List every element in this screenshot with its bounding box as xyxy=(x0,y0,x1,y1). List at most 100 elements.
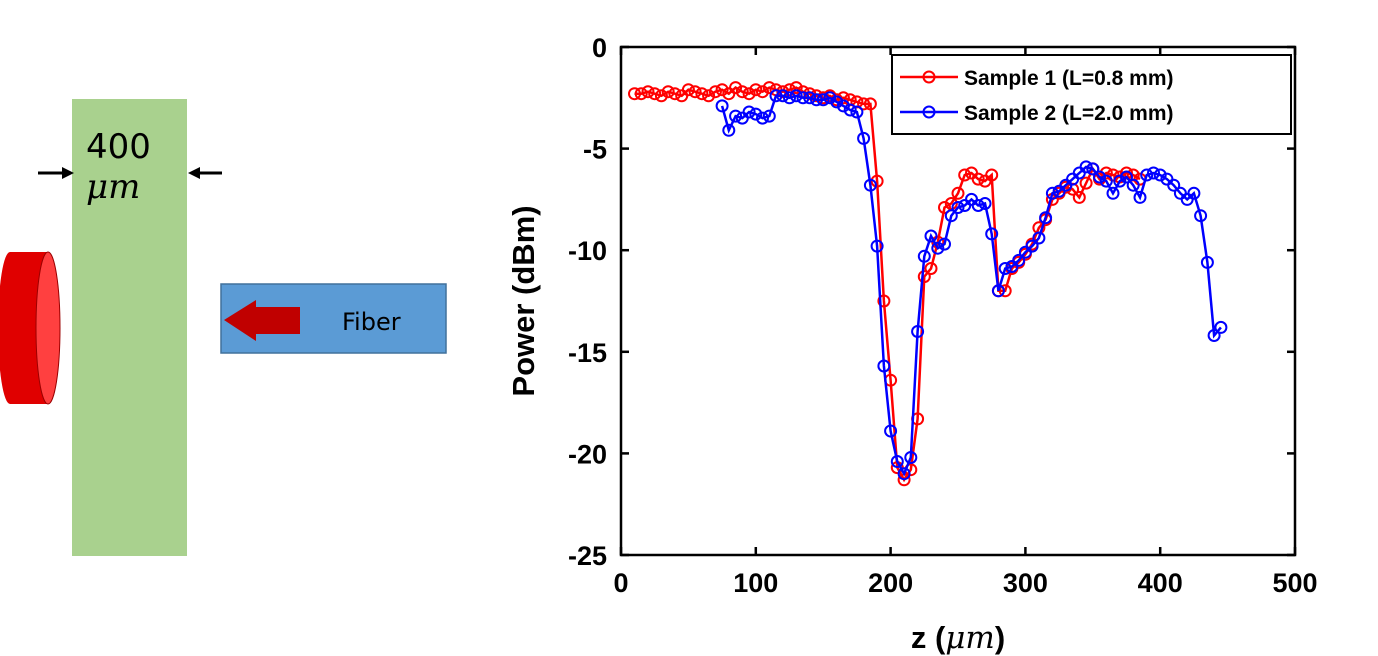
series-2-point xyxy=(776,89,790,103)
series-1-point xyxy=(715,83,729,97)
series-2-point xyxy=(911,325,925,338)
x-tick-label: 500 xyxy=(1272,568,1317,598)
thickness-value: 400 xyxy=(86,127,151,167)
series-1-point xyxy=(681,83,695,97)
y-tick-label: -10 xyxy=(568,236,607,266)
series-2-point xyxy=(884,424,898,438)
lens-icon xyxy=(0,251,61,405)
series-1-point xyxy=(742,87,756,101)
series-2-point xyxy=(1032,231,1046,245)
series-2-point xyxy=(1200,255,1214,269)
series-2-point xyxy=(985,227,999,241)
series-2-point xyxy=(1039,211,1053,225)
series-1-point xyxy=(1079,176,1093,190)
series-2-point xyxy=(830,95,844,109)
series-1-point xyxy=(668,87,682,101)
thickness-arrow-left-icon xyxy=(38,167,74,179)
series-1-line xyxy=(634,86,1141,483)
series-1-point xyxy=(938,201,951,214)
series-2-point xyxy=(890,455,904,468)
series-2-point xyxy=(1126,178,1140,192)
series-1-point xyxy=(971,172,985,186)
series-2-point xyxy=(951,201,965,214)
series-2-point xyxy=(789,89,803,103)
series-1-point xyxy=(1099,166,1113,180)
legend-box xyxy=(891,54,1292,135)
series-2-point xyxy=(1025,239,1039,253)
series-1-point xyxy=(789,81,803,95)
series-2-point xyxy=(1106,186,1120,200)
series-2-point xyxy=(1045,186,1059,200)
series-2-point xyxy=(904,451,918,464)
series-2-point xyxy=(998,262,1012,275)
series-2-point xyxy=(742,105,756,119)
series-1-point xyxy=(708,85,722,99)
fiber-box: Fiber xyxy=(220,283,447,354)
x-tick-label: 100 xyxy=(733,568,778,598)
series-1-point xyxy=(870,174,884,188)
x-tick-label: 200 xyxy=(868,568,913,598)
series-2 xyxy=(715,89,1228,481)
y-tick-label: -15 xyxy=(568,338,607,368)
thickness-arrow-right-icon xyxy=(188,167,222,179)
series-2-point xyxy=(1113,174,1127,188)
series-1-point xyxy=(688,85,702,99)
series-2-point xyxy=(1012,253,1026,267)
series-1-point xyxy=(877,294,891,308)
series-2-point xyxy=(1140,168,1154,182)
x-tick-label: 400 xyxy=(1138,568,1183,598)
series-1-point xyxy=(958,168,972,182)
series-2-point xyxy=(836,99,850,113)
series-2-point xyxy=(1120,170,1133,184)
sample-slab xyxy=(72,99,187,556)
series-2-point xyxy=(749,107,763,121)
series-2-point xyxy=(810,93,823,107)
series-1-point xyxy=(695,87,709,101)
series-2-point xyxy=(924,229,938,243)
series-1-point xyxy=(810,89,823,103)
series-1-point xyxy=(729,81,743,95)
legend: Sample 1 (L=0.8 mm) Sample 2 (L=2.0 mm) xyxy=(891,54,1292,135)
series-2-point xyxy=(917,249,931,263)
series-1-point xyxy=(735,85,749,99)
legend-item-2: Sample 2 (L=2.0 mm) xyxy=(900,102,1174,125)
series-2-line xyxy=(720,94,1222,477)
series-2-point xyxy=(863,178,877,192)
setup-diagram: 400 μm Fiber xyxy=(0,99,447,556)
series-2-point xyxy=(1214,320,1228,334)
series-2-point xyxy=(1093,170,1106,184)
y-tick-label: 0 xyxy=(592,33,607,63)
series-1-point xyxy=(863,97,877,111)
series-2-point xyxy=(823,91,837,105)
series-2-point xyxy=(857,131,871,145)
fiber-label: Fiber xyxy=(342,308,401,336)
series-1-point xyxy=(634,87,648,101)
series-2-point xyxy=(1167,178,1181,192)
series-1 xyxy=(628,81,1147,487)
series-1-point xyxy=(857,97,871,111)
series-2-point xyxy=(938,237,951,251)
x-tick-label: 300 xyxy=(1003,568,1048,598)
thickness-unit: μm xyxy=(86,167,140,207)
series-2-point xyxy=(783,91,796,105)
series-2-point xyxy=(1099,174,1113,188)
legend-swatch-marker xyxy=(922,105,936,119)
series-1-point xyxy=(836,91,850,105)
series-2-point xyxy=(931,241,945,255)
y-tick-label: -25 xyxy=(568,541,607,571)
series-1-point xyxy=(648,87,662,101)
series-2-point xyxy=(991,284,1005,298)
series-2-point xyxy=(1133,190,1147,204)
legend-swatch-marker xyxy=(922,70,936,84)
series-2-point xyxy=(803,91,817,105)
series-2-point xyxy=(762,109,776,123)
series-2-point xyxy=(1187,186,1201,200)
series-2-point xyxy=(978,197,992,210)
power-chart: 0 100 200 300 400 500 0 -5 -10 -15 -20 -25 z (μm) Pow… xyxy=(506,33,1318,656)
series-2-point xyxy=(1079,160,1093,174)
beam-arrow-icon xyxy=(224,300,300,341)
series-1-point xyxy=(641,85,655,99)
series-2-point xyxy=(1207,329,1221,342)
series-2-point xyxy=(769,89,783,103)
series-2-point xyxy=(756,111,769,125)
